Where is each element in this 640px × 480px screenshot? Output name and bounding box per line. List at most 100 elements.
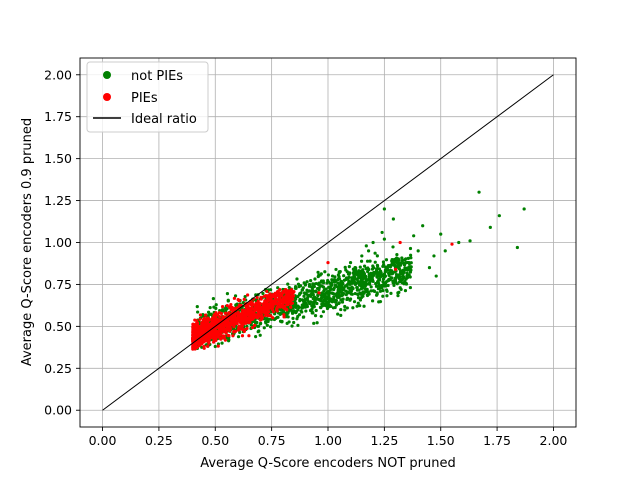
not-pies-point	[365, 259, 370, 263]
not-pies-point	[443, 249, 447, 253]
not-pies-point	[359, 259, 364, 263]
pies-point	[280, 294, 284, 298]
pies-point	[275, 307, 279, 311]
not-pies-point	[320, 292, 324, 296]
pies-point	[248, 320, 252, 324]
not-pies-point	[439, 232, 443, 236]
y-tick-label: 1.25	[44, 193, 72, 208]
pies-point	[196, 345, 200, 349]
y-tick-label: 0.50	[44, 319, 72, 334]
not-pies-point	[358, 265, 362, 269]
not-pies-point	[367, 292, 371, 296]
not-pies-point	[294, 286, 298, 290]
pies-point	[285, 297, 289, 301]
y-tick-label: 1.50	[44, 151, 72, 166]
pies-point	[209, 334, 213, 339]
not-pies-point	[389, 291, 393, 295]
not-pies-point	[325, 306, 330, 311]
not-pies-point	[371, 289, 375, 293]
not-pies-point	[384, 288, 389, 292]
not-pies-point	[304, 301, 308, 305]
not-pies-point	[396, 273, 401, 277]
not-pies-point	[405, 268, 410, 272]
not-pies-point	[356, 296, 361, 300]
not-pies-point	[392, 283, 396, 287]
pies-point	[259, 314, 263, 319]
not-pies-point	[265, 323, 269, 327]
not-pies-point	[345, 306, 349, 310]
not-pies-point	[300, 298, 304, 302]
not-pies-point	[343, 308, 347, 312]
not-pies-point	[206, 310, 211, 314]
not-pies-point	[371, 240, 375, 245]
pies-point	[223, 338, 228, 342]
not-pies-point	[390, 276, 394, 280]
pies-point	[213, 318, 217, 322]
pies-point	[263, 301, 267, 305]
not-pies-point	[319, 272, 323, 276]
not-pies-point	[408, 275, 412, 279]
not-pies-point	[432, 254, 436, 258]
not-pies-point	[347, 265, 351, 269]
not-pies-point	[294, 303, 298, 307]
pies-point	[286, 303, 290, 307]
not-pies-point	[348, 282, 352, 286]
pies-point	[191, 335, 195, 340]
pies-point	[212, 336, 217, 341]
not-pies-point	[336, 281, 340, 285]
not-pies-point	[319, 296, 324, 300]
pies-point	[245, 326, 249, 331]
pies-point	[225, 303, 229, 308]
not-pies-point	[353, 291, 357, 296]
not-pies-point	[278, 312, 282, 316]
pies-point	[214, 326, 218, 330]
not-pies-point	[314, 290, 318, 294]
not-pies-point	[403, 289, 408, 293]
not-pies-point	[403, 258, 407, 262]
pies-point	[243, 308, 247, 313]
not-pies-point	[343, 265, 347, 269]
pies-point	[244, 313, 248, 318]
not-pies-point	[196, 310, 200, 314]
pies-point	[450, 242, 454, 246]
not-pies-point	[373, 251, 377, 255]
pies-point	[254, 314, 258, 318]
pies-point	[212, 314, 216, 318]
not-pies-point	[398, 278, 402, 282]
y-tick-label: 1.75	[44, 109, 72, 124]
not-pies-point	[340, 293, 344, 298]
pies-point	[269, 300, 274, 304]
y-axis-ticks: 0.00 0.25 0.50 0.75 1.00 1.25 1.50 1.75 2.00	[44, 67, 80, 418]
not-pies-point	[351, 306, 355, 310]
pies-point	[195, 319, 199, 323]
not-pies-point	[212, 305, 216, 309]
pies-point	[194, 336, 198, 340]
pies-point	[200, 325, 204, 329]
not-pies-point	[259, 321, 263, 325]
pies-point	[210, 330, 214, 334]
pies-point	[222, 334, 226, 339]
not-pies-point	[296, 294, 300, 299]
not-pies-point	[275, 315, 279, 319]
not-pies-point	[233, 294, 238, 298]
not-pies-point	[376, 264, 380, 268]
not-pies-point	[308, 289, 312, 293]
not-pies-point	[317, 287, 321, 292]
not-pies-point	[354, 268, 358, 272]
not-pies-point	[347, 272, 351, 276]
not-pies-point	[384, 280, 388, 284]
not-pies-point	[227, 338, 231, 342]
not-pies-point	[316, 270, 320, 274]
not-pies-point	[225, 292, 230, 296]
y-tick-label: 0.00	[44, 403, 72, 418]
pies-point	[398, 240, 402, 245]
not-pies-point	[329, 284, 333, 288]
not-pies-point	[374, 293, 379, 297]
not-pies-point	[344, 277, 348, 281]
pies-point	[238, 327, 242, 331]
not-pies-point	[381, 289, 385, 293]
pies-point	[193, 325, 197, 329]
not-pies-point	[371, 279, 375, 284]
not-pies-point	[362, 264, 367, 268]
not-pies-point	[400, 281, 404, 285]
